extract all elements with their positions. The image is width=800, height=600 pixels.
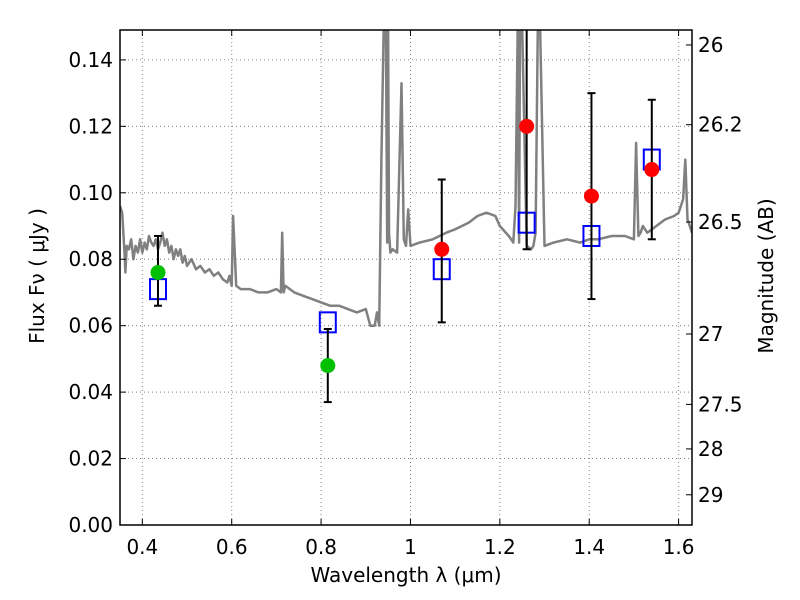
x-tick-label: 1.6 bbox=[663, 535, 695, 559]
detection-point bbox=[644, 162, 660, 178]
y-tick-label: 0.10 bbox=[68, 181, 113, 205]
y-tick-label: 0.02 bbox=[68, 447, 113, 471]
model-spectrum-line bbox=[120, 30, 692, 327]
y-tick-label: 0.08 bbox=[68, 247, 113, 271]
optical-point bbox=[150, 265, 166, 281]
axes: 0.4 0.6 0.8 1 1.2 1.4 1.6 0.00 0.02 0.04 0.06 0.08 0… bbox=[68, 29, 743, 559]
x-axis-label: Wavelength λ (μm) bbox=[310, 563, 501, 587]
y-axis-label: Flux Fν ( μJy ) bbox=[25, 208, 49, 344]
y-tick-label: 0.14 bbox=[68, 48, 113, 72]
detection-point bbox=[434, 241, 450, 257]
y2-tick-label: 27 bbox=[698, 322, 723, 346]
y-tick-label: 0.06 bbox=[68, 314, 113, 338]
y2-tick-label: 26.5 bbox=[698, 210, 743, 234]
y2-tick-label: 28 bbox=[698, 437, 723, 461]
x-tick-label: 1.4 bbox=[573, 535, 605, 559]
axes-frame bbox=[119, 29, 693, 526]
y-tick-label: 0.04 bbox=[68, 380, 113, 404]
y-tick-label: 0.12 bbox=[68, 114, 113, 138]
y2-axis-label: Magnitude (AB) bbox=[754, 198, 778, 353]
y2-tick-label: 26.2 bbox=[698, 113, 743, 137]
y2-tick-label: 27.5 bbox=[698, 392, 743, 416]
x-tick-label: 1 bbox=[404, 535, 417, 559]
optical-point bbox=[320, 358, 336, 374]
x-tick-label: 1.2 bbox=[484, 535, 516, 559]
plot-area bbox=[120, 30, 692, 404]
x-tick-label: 0.8 bbox=[305, 535, 337, 559]
y2-tick-label: 26 bbox=[698, 33, 723, 57]
y-tick-label: 0.00 bbox=[68, 513, 113, 537]
x-tick-label: 0.4 bbox=[126, 535, 158, 559]
detection-point bbox=[519, 118, 535, 134]
y2-tick-label: 29 bbox=[698, 483, 723, 507]
x-tick-label: 0.6 bbox=[216, 535, 248, 559]
detection-point bbox=[583, 188, 599, 204]
